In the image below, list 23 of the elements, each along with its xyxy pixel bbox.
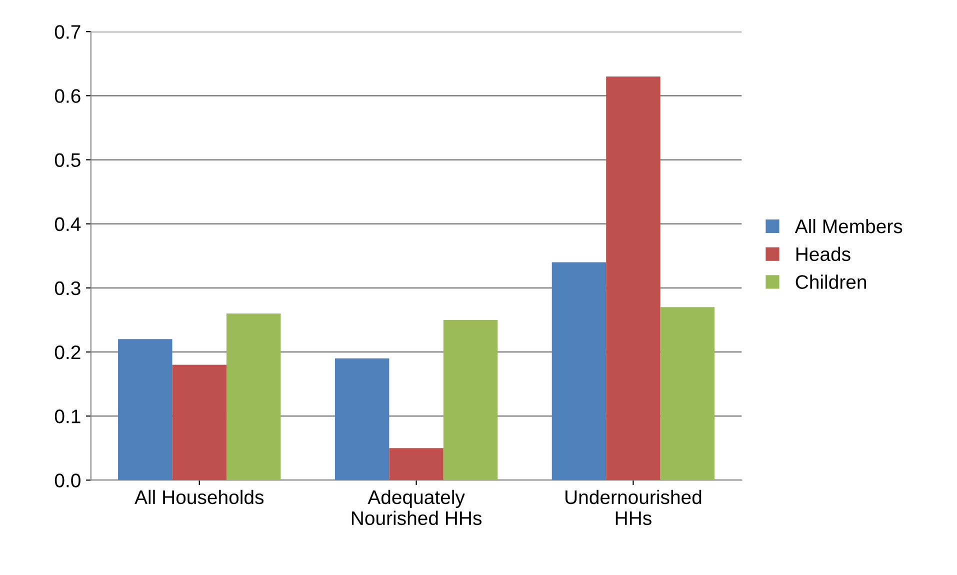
y-tick-label: 0.0 — [54, 474, 80, 488]
legend-label: Children — [796, 274, 866, 289]
bar — [118, 339, 172, 480]
bar — [172, 364, 226, 480]
x-tick-label: Undernourished HHs — [566, 490, 702, 526]
legend-label: All Members — [794, 218, 902, 234]
y-tick-label: 0.2 — [54, 345, 80, 360]
y-tick-label: 0.6 — [54, 89, 80, 103]
y-tick-label: 0.3 — [54, 281, 80, 296]
bar — [226, 314, 281, 480]
x-tick-label: Adequately Nourished HHs — [352, 490, 482, 526]
y-tick-label: 0.4 — [54, 217, 81, 232]
y-tick-label: 0.7 — [54, 25, 80, 39]
bar — [443, 320, 498, 480]
bar — [606, 76, 660, 480]
bar — [334, 358, 390, 480]
y-tick-label: 0.5 — [54, 153, 80, 168]
bar — [389, 448, 444, 480]
bar — [552, 262, 606, 480]
y-tick-label: 0.1 — [54, 410, 80, 424]
legend-label: Heads — [796, 246, 850, 262]
bar — [660, 307, 715, 480]
x-tick-label: All Households — [134, 490, 264, 504]
